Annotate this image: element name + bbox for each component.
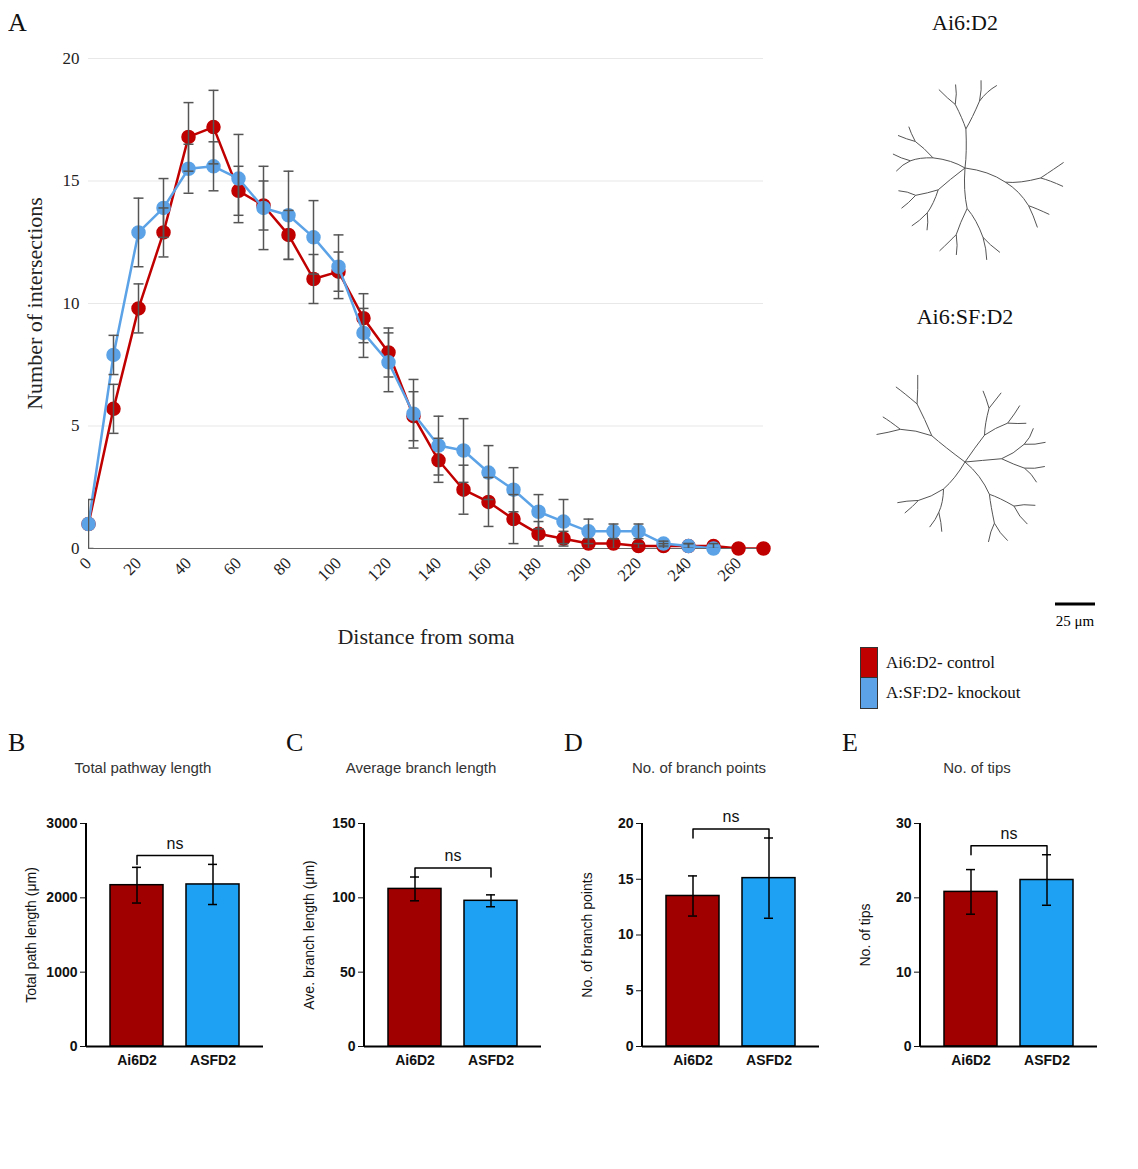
svg-text:10: 10 (896, 964, 912, 980)
svg-text:160: 160 (464, 554, 495, 585)
svg-text:2000: 2000 (46, 889, 77, 905)
svg-text:No. of tips: No. of tips (857, 903, 873, 966)
html-text:Ai6:D2: Ai6:D2 (932, 10, 998, 35)
svg-text:220: 220 (614, 554, 645, 585)
svg-text:Ai6D2: Ai6D2 (951, 1052, 991, 1068)
svg-text:10: 10 (63, 294, 80, 313)
svg-text:80: 80 (270, 554, 295, 579)
html-text:No. of branch points: No. of branch points (631, 759, 767, 776)
svg-text:0: 0 (626, 1038, 634, 1054)
html-text:Ai6:SF:D2: Ai6:SF:D2 (916, 304, 1014, 329)
svg-text:3000: 3000 (46, 815, 77, 831)
svg-text:260: 260 (714, 554, 745, 585)
svg-text:ASFD2: ASFD2 (1024, 1052, 1070, 1068)
svg-text:15: 15 (63, 171, 80, 190)
svg-text:20: 20 (896, 889, 912, 905)
svg-text:240: 240 (664, 554, 695, 585)
svg-text:120: 120 (364, 554, 395, 585)
svg-text:10: 10 (618, 926, 634, 942)
html-text:A:SF:D2- knockout: A:SF:D2- knockout (886, 683, 1021, 702)
svg-text:No. of branch points: No. of branch points (579, 872, 595, 997)
svg-text:0: 0 (70, 1038, 78, 1054)
html-text:Average branch length: Average branch length (345, 759, 497, 776)
svg-text:40: 40 (170, 554, 195, 579)
svg-text:150: 150 (332, 815, 356, 831)
svg-text:100: 100 (332, 889, 356, 905)
svg-text:ns: ns (445, 847, 462, 864)
svg-text:Ai6D2: Ai6D2 (395, 1052, 435, 1068)
svg-text:100: 100 (314, 554, 345, 585)
svg-text:30: 30 (896, 815, 912, 831)
svg-text:20: 20 (618, 815, 634, 831)
svg-text:ASFD2: ASFD2 (190, 1052, 236, 1068)
html-text:Total pathway length: Total pathway length (74, 759, 212, 776)
html-text:E: E (842, 728, 858, 757)
svg-text:5: 5 (626, 982, 634, 998)
html-text:C: C (286, 728, 304, 757)
svg-text:Distance from soma: Distance from soma (337, 624, 514, 649)
svg-text:0: 0 (71, 539, 80, 558)
svg-text:20: 20 (63, 49, 80, 68)
svg-text:50: 50 (340, 964, 356, 980)
html-text:No. of tips: No. of tips (943, 759, 1011, 776)
html-text:B: B (8, 728, 26, 757)
svg-text:200: 200 (564, 554, 595, 585)
svg-text:25 μm: 25 μm (1056, 613, 1095, 629)
html-text:D: D (564, 728, 583, 757)
svg-text:Ave. branch length (μm): Ave. branch length (μm) (301, 860, 317, 1009)
svg-text:0: 0 (76, 554, 95, 573)
svg-text:ns: ns (1001, 825, 1018, 842)
svg-text:140: 140 (414, 554, 445, 585)
svg-text:ns: ns (723, 808, 740, 825)
svg-text:Number of intersections: Number of intersections (22, 197, 47, 410)
svg-text:15: 15 (618, 871, 634, 887)
svg-text:5: 5 (71, 416, 80, 435)
svg-text:Ai6D2: Ai6D2 (673, 1052, 713, 1068)
html-text:Ai6:D2- control: Ai6:D2- control (886, 653, 996, 672)
svg-text:Total path length (μm): Total path length (μm) (23, 867, 39, 1003)
svg-text:0: 0 (348, 1038, 356, 1054)
svg-text:0: 0 (904, 1038, 912, 1054)
svg-text:60: 60 (220, 554, 245, 579)
html-text:A: A (8, 8, 27, 37)
svg-text:1000: 1000 (46, 964, 77, 980)
svg-text:Ai6D2: Ai6D2 (117, 1052, 157, 1068)
svg-text:ASFD2: ASFD2 (746, 1052, 792, 1068)
svg-text:180: 180 (514, 554, 545, 585)
svg-text:ASFD2: ASFD2 (468, 1052, 514, 1068)
svg-text:20: 20 (120, 554, 145, 579)
svg-text:ns: ns (167, 835, 184, 852)
